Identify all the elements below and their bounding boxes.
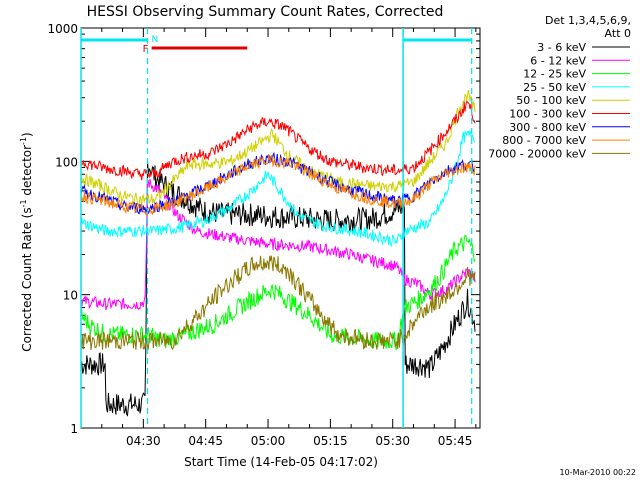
y-tick-label: 10 <box>63 289 78 303</box>
y-tick-label: 1 <box>70 422 78 436</box>
plot-area: 1 10 100 1000 04:30 04:45 05:00 05:15 05:30 05:45… <box>47 22 481 448</box>
y-tick-label: 1000 <box>47 22 78 36</box>
legend-label: 6 - 12 keV <box>530 54 586 67</box>
legend-label: 100 - 300 keV <box>509 108 586 121</box>
y-tick-label: 100 <box>55 155 78 169</box>
legend-label: 3 - 6 keV <box>537 41 586 54</box>
x-tick-label: 04:45 <box>188 434 223 448</box>
x-tick-label: 05:30 <box>375 434 410 448</box>
attenuator-label: N <box>152 35 159 45</box>
footer-date: 10-Mar-2010 00:22 <box>560 468 637 477</box>
flare-label: F <box>143 44 149 55</box>
series-line-4 <box>80 89 476 206</box>
y-axis-label: Corrected Count Rate (s-1 detector-1) <box>19 132 34 351</box>
legend-label: 7000 - 20000 keV <box>488 147 586 160</box>
legend-header-line2: Att 0 <box>605 27 631 40</box>
chart-title: HESSI Observing Summary Count Rates, Cor… <box>87 4 444 20</box>
x-axis-label: Start Time (14-Feb-05 04:17:02) <box>184 455 378 469</box>
series-line-8 <box>80 255 476 351</box>
series-line-5 <box>80 100 476 181</box>
x-tick-label: 05:45 <box>438 434 473 448</box>
x-tick-label: 04:30 <box>126 434 161 448</box>
series-line-6 <box>80 151 476 215</box>
x-tick-label: 05:15 <box>313 434 348 448</box>
legend-label: 800 - 7000 keV <box>502 134 586 147</box>
series-line-3 <box>80 129 476 248</box>
legend-label: 12 - 25 keV <box>523 68 586 81</box>
legend-label: 25 - 50 keV <box>523 81 586 94</box>
x-tick-label: 05:00 <box>251 434 286 448</box>
series-line-0 <box>80 159 476 417</box>
legend-header-line1: Det 1,3,4,5,6,9, <box>545 14 631 27</box>
legend-label: 50 - 100 keV <box>516 94 586 107</box>
series-line-2 <box>80 234 476 350</box>
series-line-7 <box>80 154 476 216</box>
legend-label: 300 - 800 keV <box>509 121 586 134</box>
